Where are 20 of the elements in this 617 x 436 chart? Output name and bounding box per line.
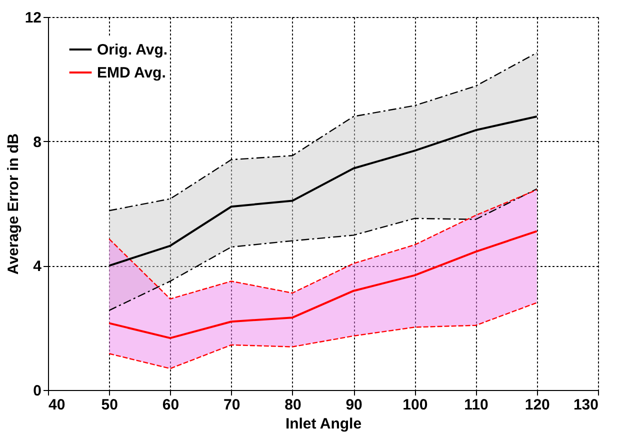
x-axis-title: Inlet Angle <box>285 416 362 432</box>
line-series <box>108 302 538 370</box>
legend-label: EMD Avg. <box>97 64 166 82</box>
x-tick-label: 110 <box>464 396 488 414</box>
x-tick-label: 90 <box>346 396 362 414</box>
y-tick-label: 8 <box>33 134 42 151</box>
y-tick-label: 0 <box>33 382 42 400</box>
x-tick-label: 60 <box>162 396 180 414</box>
x-tick-label: 80 <box>284 396 302 414</box>
y-tick-label: 4 <box>33 258 42 276</box>
line-series <box>108 230 538 340</box>
y-tick-label: 12 <box>24 10 42 26</box>
x-tick-label: 100 <box>402 396 428 414</box>
x-tick-label: 40 <box>48 396 66 414</box>
x-tick-label: 50 <box>101 396 118 414</box>
x-tick-label: 130 <box>573 396 598 414</box>
x-tick-label: 120 <box>524 396 550 414</box>
legend-label: Orig. Avg. <box>97 42 168 58</box>
y-axis-title: Average Error in dB <box>4 133 22 275</box>
x-tick-label: 70 <box>223 396 240 414</box>
